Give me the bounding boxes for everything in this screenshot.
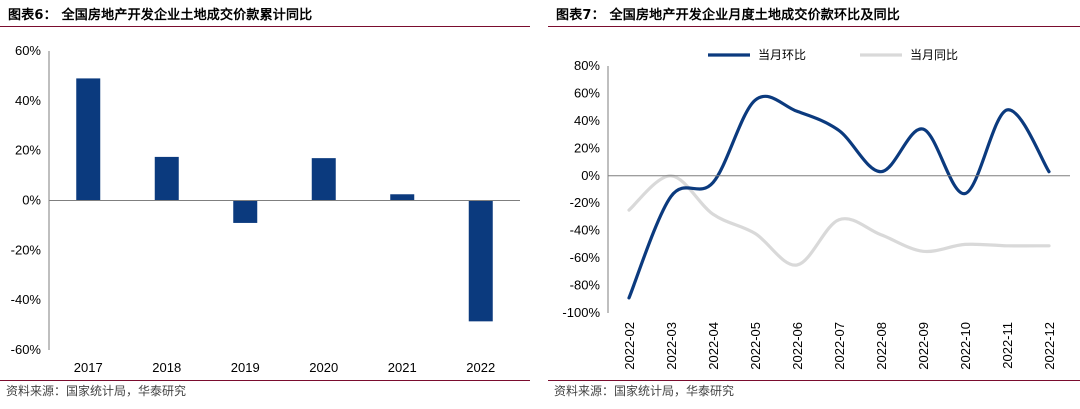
- bar-2021: [390, 194, 415, 201]
- left-chart-panel: 图表6： 全国房地产开发企业土地成交价款累计同比 60% 40% 20% 0% -20%…: [0, 0, 530, 409]
- y-tick-label: 20%: [574, 140, 600, 155]
- y-tick-label: -60%: [570, 250, 601, 265]
- y-tick-label: 20%: [15, 143, 41, 158]
- y-tick-label: -40%: [570, 223, 601, 238]
- y-tick-label: 60%: [574, 85, 600, 100]
- x-tick-label: 2022-09: [916, 322, 931, 370]
- x-tick-label: 2022-06: [790, 322, 805, 370]
- right-title-rule: [548, 26, 1080, 27]
- bar-2022: [468, 200, 493, 322]
- x-tick-label: 2018: [152, 360, 181, 375]
- x-tick-label: 2022-12: [1042, 322, 1057, 370]
- x-tick-label: 2022: [466, 360, 495, 375]
- x-tick-label: 2022-02: [622, 322, 637, 370]
- x-tick-label: 2022-08: [874, 322, 889, 370]
- bar-2017: [76, 78, 101, 201]
- left-source-note: 资料来源：国家统计局，华泰研究: [6, 384, 187, 398]
- x-tick-label: 2022-10: [958, 322, 973, 370]
- y-tick-label: 60%: [15, 43, 41, 58]
- x-tick-label: 2022-11: [1000, 322, 1015, 369]
- bar-2018: [154, 156, 179, 201]
- x-tick-label: 2022-05: [748, 322, 763, 370]
- right-source-note: 资料来源：国家统计局，华泰研究: [554, 384, 735, 398]
- right-chart-panel: 图表7： 全国房地产开发企业月度土地成交价款环比及同比 80% 60% 40% 20%…: [548, 0, 1080, 409]
- y-tick-label: -60%: [11, 342, 42, 357]
- x-tick-label: 2021: [388, 360, 417, 375]
- left-title-rule: [0, 26, 530, 27]
- y-tick-label: 80%: [574, 58, 600, 73]
- legend-label: 当月环比: [758, 48, 806, 62]
- y-tick-label: 0%: [581, 168, 600, 183]
- left-bar-chart: 60% 40% 20% 0% -20% -40% -60% 2017 2018 2019 2020 2…: [11, 43, 520, 375]
- y-tick-label: -20%: [570, 195, 601, 210]
- left-source-rule: [0, 380, 530, 381]
- y-tick-label: 0%: [22, 193, 41, 208]
- right-chart-title: 图表7： 全国房地产开发企业月度土地成交价款环比及同比: [556, 8, 900, 23]
- legend-label: 当月同比: [910, 48, 958, 62]
- x-tick-label: 2019: [231, 360, 260, 375]
- right-source-rule: [548, 380, 1080, 381]
- right-line-chart: 80% 60% 40% 20% 0% -20% -40% -60% -80% -100% 2022-…: [562, 48, 1070, 370]
- y-tick-label: -20%: [11, 242, 42, 257]
- left-chart-title: 图表6： 全国房地产开发企业土地成交价款累计同比: [8, 8, 313, 23]
- y-tick-label: 40%: [574, 113, 600, 128]
- y-tick-label: -40%: [11, 292, 42, 307]
- bar-2019: [233, 200, 258, 223]
- y-tick-label: 40%: [15, 93, 41, 108]
- y-tick-label: -80%: [570, 278, 601, 293]
- x-tick-label: 2017: [74, 360, 103, 375]
- x-tick-label: 2020: [309, 360, 338, 375]
- x-tick-label: 2022-04: [706, 322, 721, 370]
- series-line-yoy: [627, 174, 1051, 267]
- series-line-mom: [627, 94, 1051, 300]
- x-tick-label: 2022-03: [664, 322, 679, 370]
- bar-2020: [311, 158, 336, 201]
- y-tick-label: -100%: [562, 305, 600, 320]
- x-tick-label: 2022-07: [832, 322, 847, 370]
